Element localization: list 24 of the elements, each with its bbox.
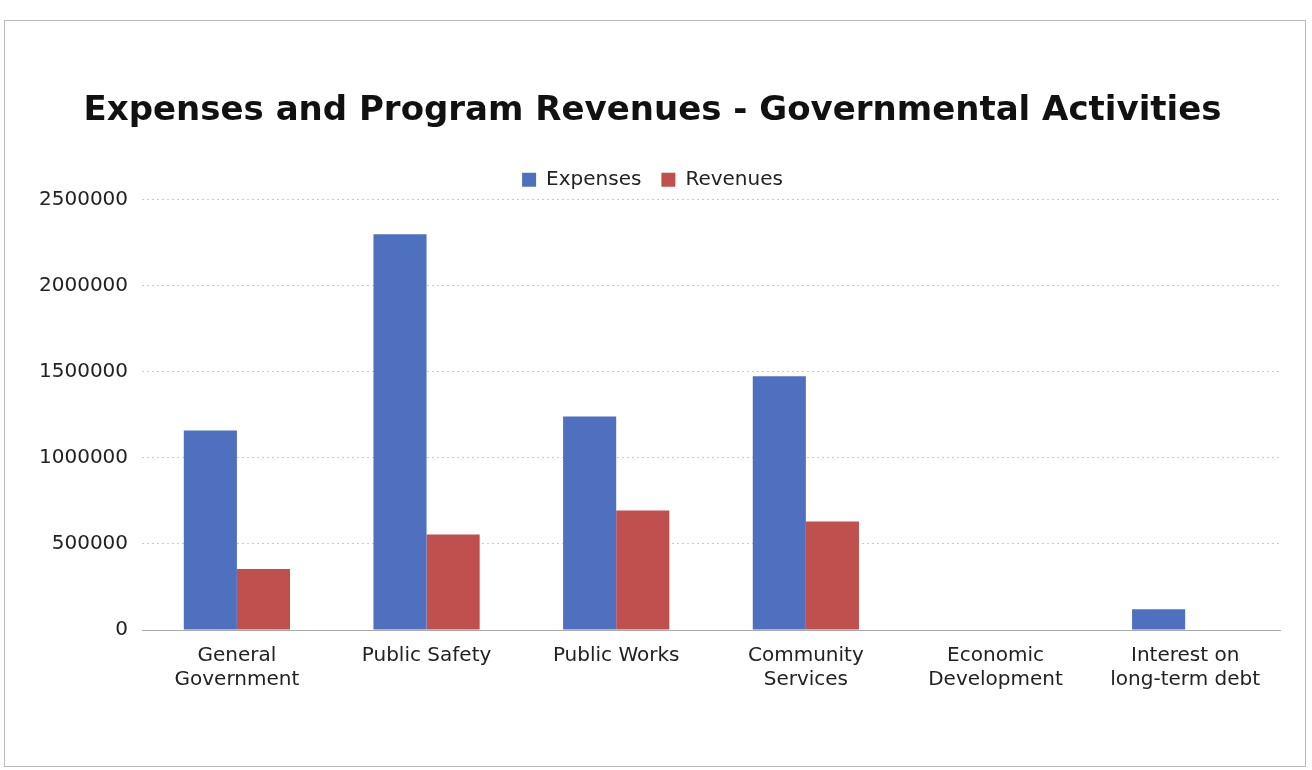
bar [563, 416, 617, 630]
y-tick-label: 1500000 [38, 358, 129, 383]
chart-title: Expenses and Program Revenues - Governmental Activities [83, 88, 1222, 129]
y-tick-label: 1000000 [38, 444, 129, 469]
x-tick-label: Economic Development [928, 642, 1063, 691]
x-tick-label: General Government [174, 642, 300, 691]
x-tick-label: Public Safety [361, 642, 492, 667]
bar [616, 510, 670, 630]
y-tick-label: 2000000 [38, 272, 129, 297]
bar [752, 376, 806, 630]
y-tick-label: 2500000 [38, 186, 129, 210]
bar [1132, 609, 1186, 630]
legend-label: Revenues [685, 166, 783, 190]
y-tick-label: 0 [115, 616, 129, 641]
bar [236, 568, 290, 630]
y-tick-label: 500000 [51, 530, 129, 555]
legend-label: Expenses [546, 166, 642, 190]
x-tick-label: Interest on long-term debt [1110, 642, 1261, 691]
x-tick-label: Community Services [747, 642, 864, 691]
x-tick-label: Public Works [552, 642, 680, 667]
bar [373, 234, 427, 630]
bar [426, 534, 480, 630]
bar [805, 521, 859, 630]
bar [183, 430, 237, 630]
